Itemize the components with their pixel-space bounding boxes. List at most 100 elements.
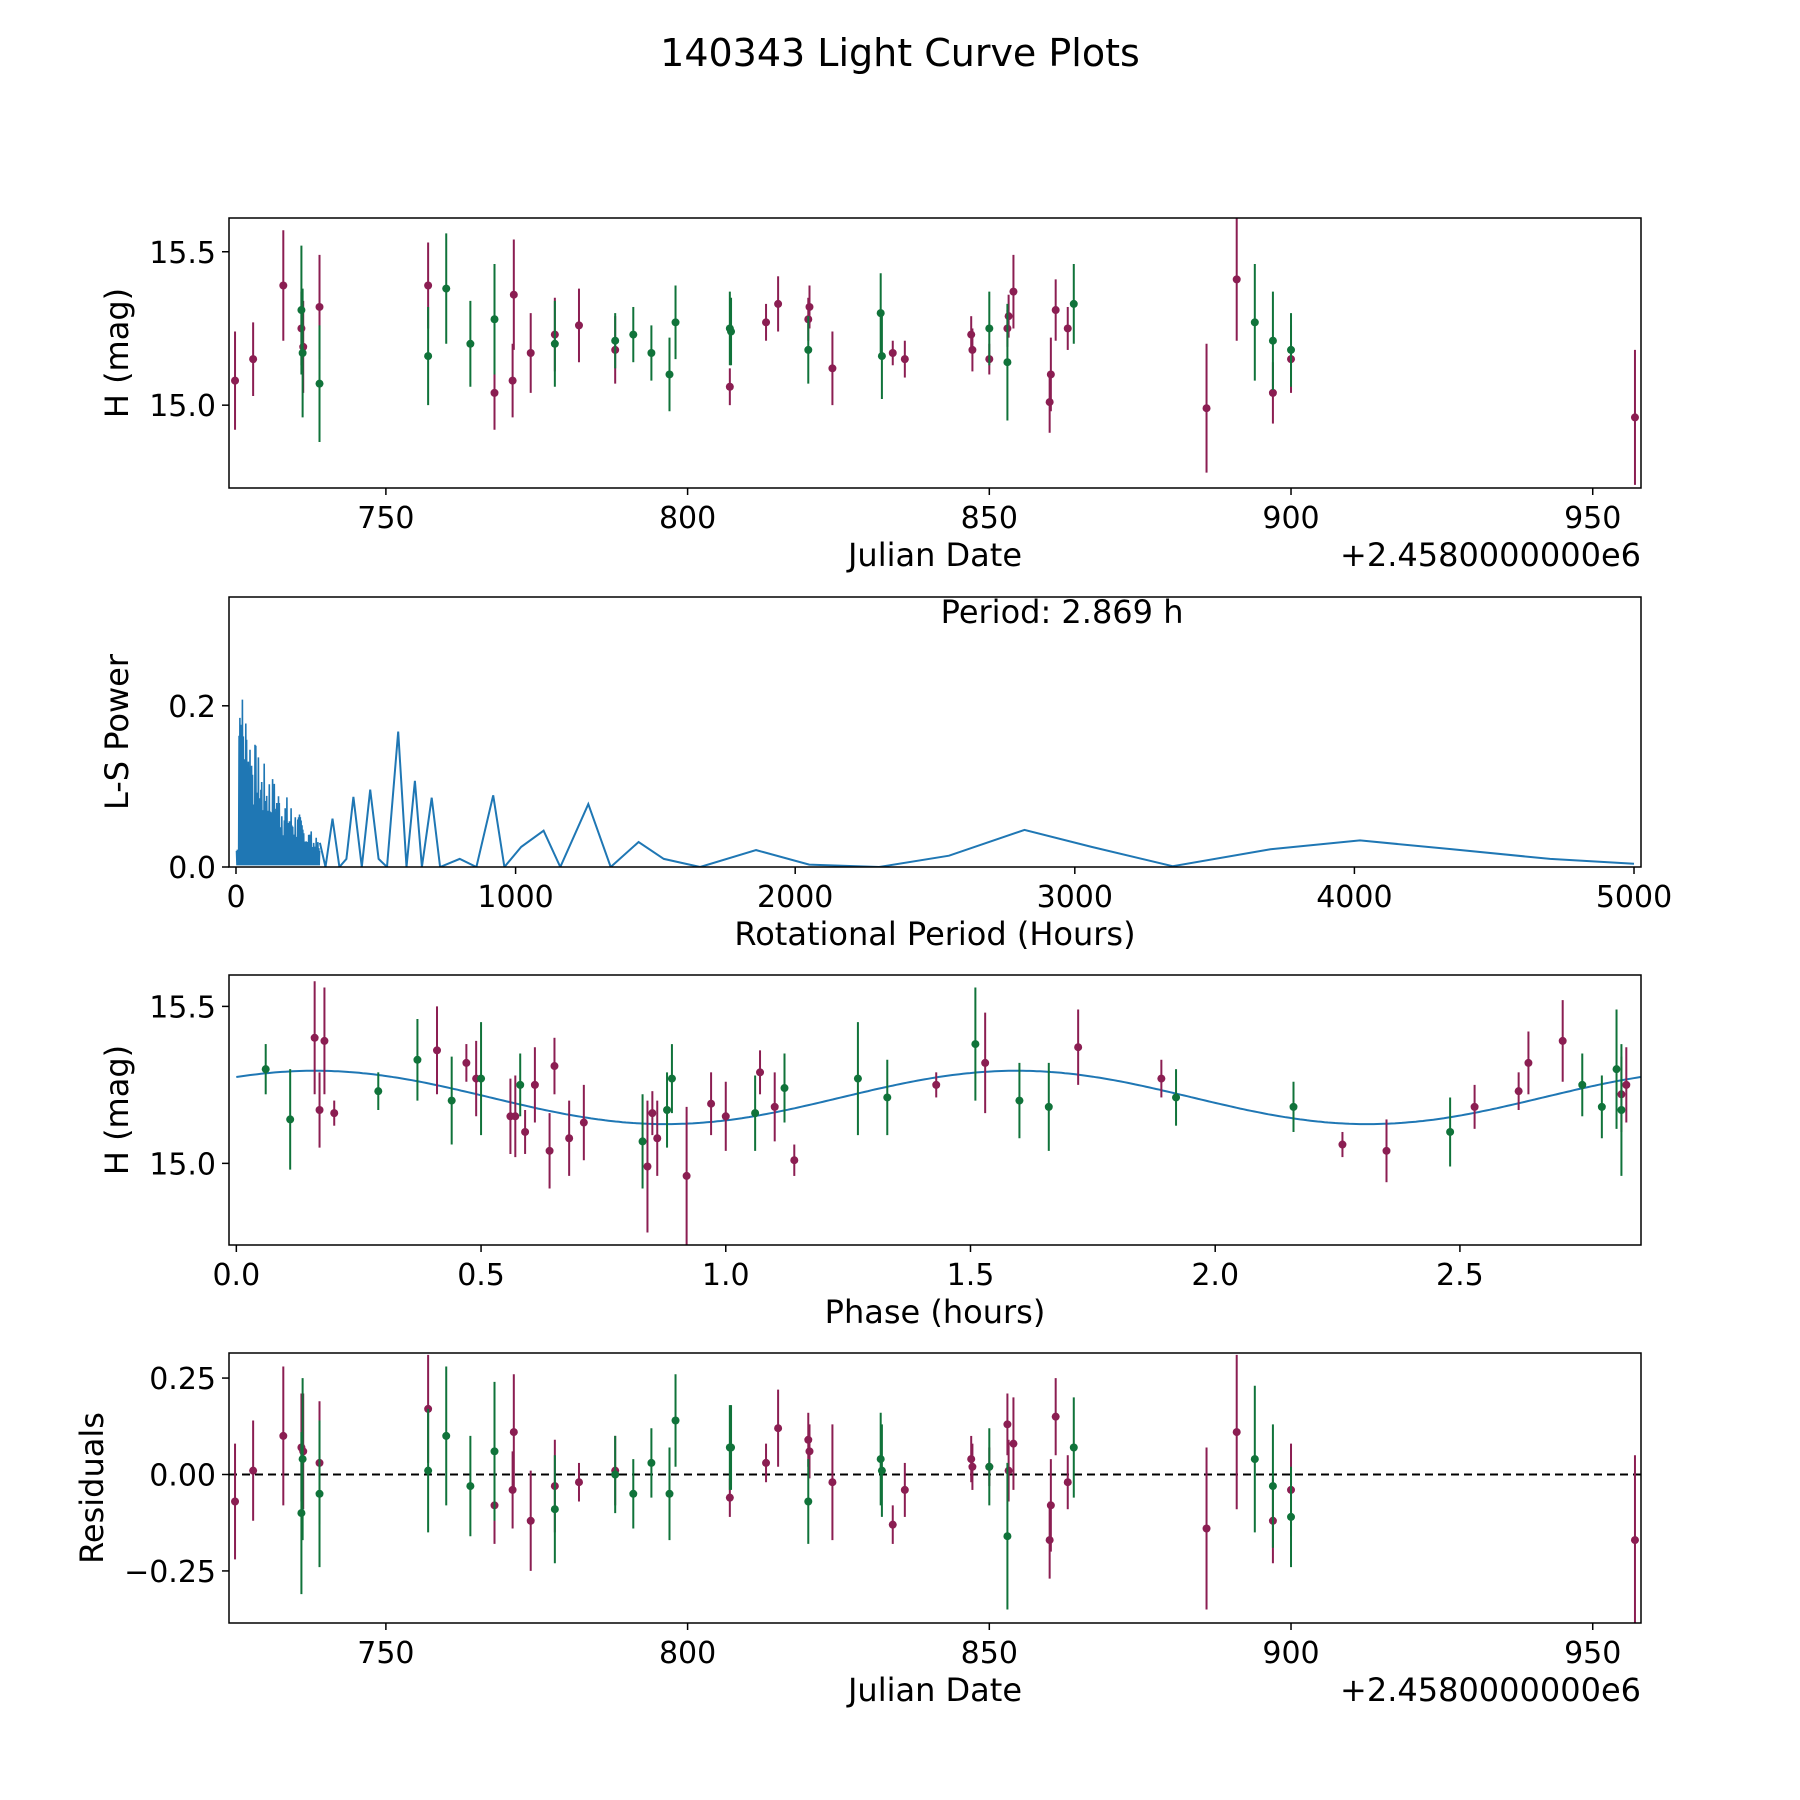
residuals-marker <box>424 1466 433 1475</box>
lightcurve-marker <box>315 302 324 311</box>
phased-marker <box>511 1112 520 1121</box>
residuals-filter-a-point <box>509 1374 518 1490</box>
lightcurve-marker <box>968 345 977 354</box>
lightcurve-filter-b-point <box>490 264 499 375</box>
residuals-filter-a-point <box>526 1470 535 1571</box>
residuals-marker <box>526 1516 535 1525</box>
phased-marker <box>1558 1036 1567 1045</box>
residuals-marker <box>671 1416 680 1425</box>
lightcurve-filter-a-point <box>526 313 535 393</box>
phased-filter-b-point <box>374 1072 383 1110</box>
phased-marker <box>1622 1080 1631 1089</box>
phased-filter-b-point <box>751 1075 760 1151</box>
lightcurve-ytick-label: 15.0 <box>149 389 216 424</box>
phased-filter-b-point <box>780 1053 789 1123</box>
lightcurve-marker <box>508 376 517 385</box>
lightcurve-filter-a-point <box>888 340 897 366</box>
phased-marker <box>565 1134 574 1143</box>
lightcurve-marker <box>828 364 837 373</box>
phased-filter-b-point <box>1578 1053 1587 1117</box>
lightcurve-filter-b-point <box>1003 303 1012 421</box>
phased-xlabel: Phase (hours) <box>825 1293 1046 1331</box>
residuals-marker <box>574 1478 583 1487</box>
periodogram-ytick-label: 0.2 <box>168 690 216 725</box>
subplots: 750 800 850 900 950 15.0 15.5 Julian Date H (mag… <box>73 217 1672 1709</box>
lightcurve-marker <box>574 321 583 330</box>
lightcurve-filter-b-point <box>629 306 638 363</box>
residuals-filter-a-point <box>900 1462 909 1517</box>
periodogram-xtick-label: 3000 <box>1037 880 1113 915</box>
phased-filter-b-point <box>1446 1097 1455 1167</box>
residuals-filter-b-point <box>629 1459 638 1529</box>
residuals-marker <box>1009 1439 1018 1448</box>
phased-marker <box>1514 1087 1523 1096</box>
phased-filter-b-point <box>477 1022 486 1136</box>
periodogram-ytick-label: 0.0 <box>168 851 216 886</box>
lightcurve-marker <box>1063 324 1072 333</box>
phased-filter-a-point <box>1382 1119 1391 1183</box>
lightcurve-filter-a-point <box>900 340 909 378</box>
lightcurve-marker <box>647 349 656 357</box>
residuals-filter-b-point <box>424 1408 433 1533</box>
lightcurve-marker <box>888 349 897 357</box>
residuals-filter-a-point <box>249 1420 258 1521</box>
lightcurve-marker <box>805 302 814 311</box>
phased-marker <box>413 1055 422 1064</box>
residuals-filter-b-point <box>442 1366 451 1506</box>
lightcurve-marker <box>877 352 886 361</box>
lightcurve-marker <box>526 349 535 357</box>
residuals-xtick-label: 950 <box>1564 1636 1621 1671</box>
residuals-marker <box>1202 1524 1211 1533</box>
phased-marker <box>447 1096 456 1105</box>
lightcurve-marker <box>424 352 433 361</box>
residuals-filter-b-point <box>550 1455 559 1564</box>
residuals-ytick-label: 0.00 <box>149 1459 216 1494</box>
lightcurve-filter-b-point <box>550 300 559 387</box>
phased-marker <box>516 1080 525 1089</box>
residuals-filter-b-point <box>1287 1466 1296 1568</box>
phased-filter-a-point <box>1622 1047 1631 1123</box>
phased-filter-a-point <box>315 1072 324 1148</box>
phased-filter-a-point <box>521 1110 530 1154</box>
phased-filter-b-point <box>516 1053 525 1117</box>
residuals-filter-a-point <box>1202 1447 1211 1610</box>
lightcurve-filter-b-point <box>315 325 324 442</box>
phased-marker <box>433 1046 442 1055</box>
phased-marker <box>883 1093 892 1102</box>
residuals-marker <box>629 1489 638 1498</box>
figure-title: 140343 Light Curve Plots <box>660 31 1140 75</box>
lightcurve-marker <box>509 290 518 299</box>
lightcurve-xtick-label: 850 <box>961 501 1018 536</box>
residuals-filter-a-point <box>1630 1455 1639 1623</box>
phased-marker <box>1612 1065 1621 1074</box>
residuals-ytick-label: 0.25 <box>149 1362 216 1397</box>
phased-fit-curve <box>236 1069 1641 1126</box>
lightcurve-ytick-label: 15.5 <box>149 236 216 271</box>
residuals-marker <box>805 1447 814 1456</box>
lightcurve-filter-b-point <box>1268 291 1277 390</box>
lightcurve-marker <box>1046 370 1055 379</box>
phased-filter-b-point <box>853 1022 862 1136</box>
residuals-plot-area <box>229 1354 1641 1623</box>
lightcurve-filter-b-point <box>1250 264 1259 381</box>
phased-filter-b-point <box>971 987 980 1101</box>
lightcurve-filter-b-point <box>665 337 674 412</box>
residuals-marker <box>1268 1482 1277 1491</box>
lightcurve-marker <box>1069 299 1078 308</box>
phased-ylabel: H (mag) <box>98 1045 136 1175</box>
residuals-marker <box>1232 1428 1241 1437</box>
residuals-marker <box>968 1462 977 1471</box>
residuals-filter-a-point <box>888 1505 897 1544</box>
phased-marker <box>261 1065 270 1074</box>
residuals-filter-a-point <box>231 1443 240 1560</box>
lightcurve-filter-a-point <box>1202 343 1211 473</box>
phased-marker <box>770 1102 779 1111</box>
lightcurve-filter-b-point <box>466 300 475 387</box>
residuals-marker <box>727 1443 736 1452</box>
lightcurve-filter-a-point <box>508 343 517 418</box>
lightcurve-marker <box>315 379 324 388</box>
lightcurve-xtick-label: 750 <box>357 501 414 536</box>
lightcurve-panel: 750 800 850 900 950 15.0 15.5 Julian Date H (mag… <box>98 217 1642 574</box>
